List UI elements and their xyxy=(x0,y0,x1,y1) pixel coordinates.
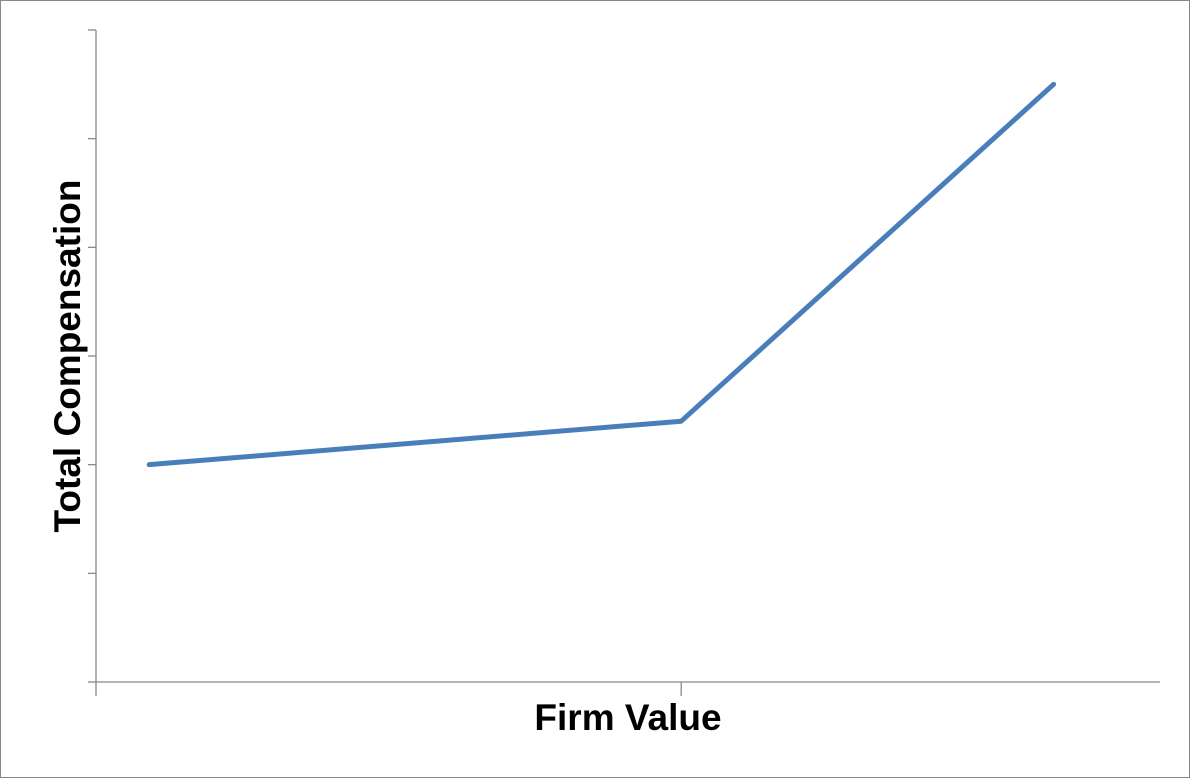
x-axis-title: Firm Value xyxy=(534,697,721,738)
y-axis-title: Total Compensation xyxy=(47,180,88,533)
data-line xyxy=(146,81,1057,468)
